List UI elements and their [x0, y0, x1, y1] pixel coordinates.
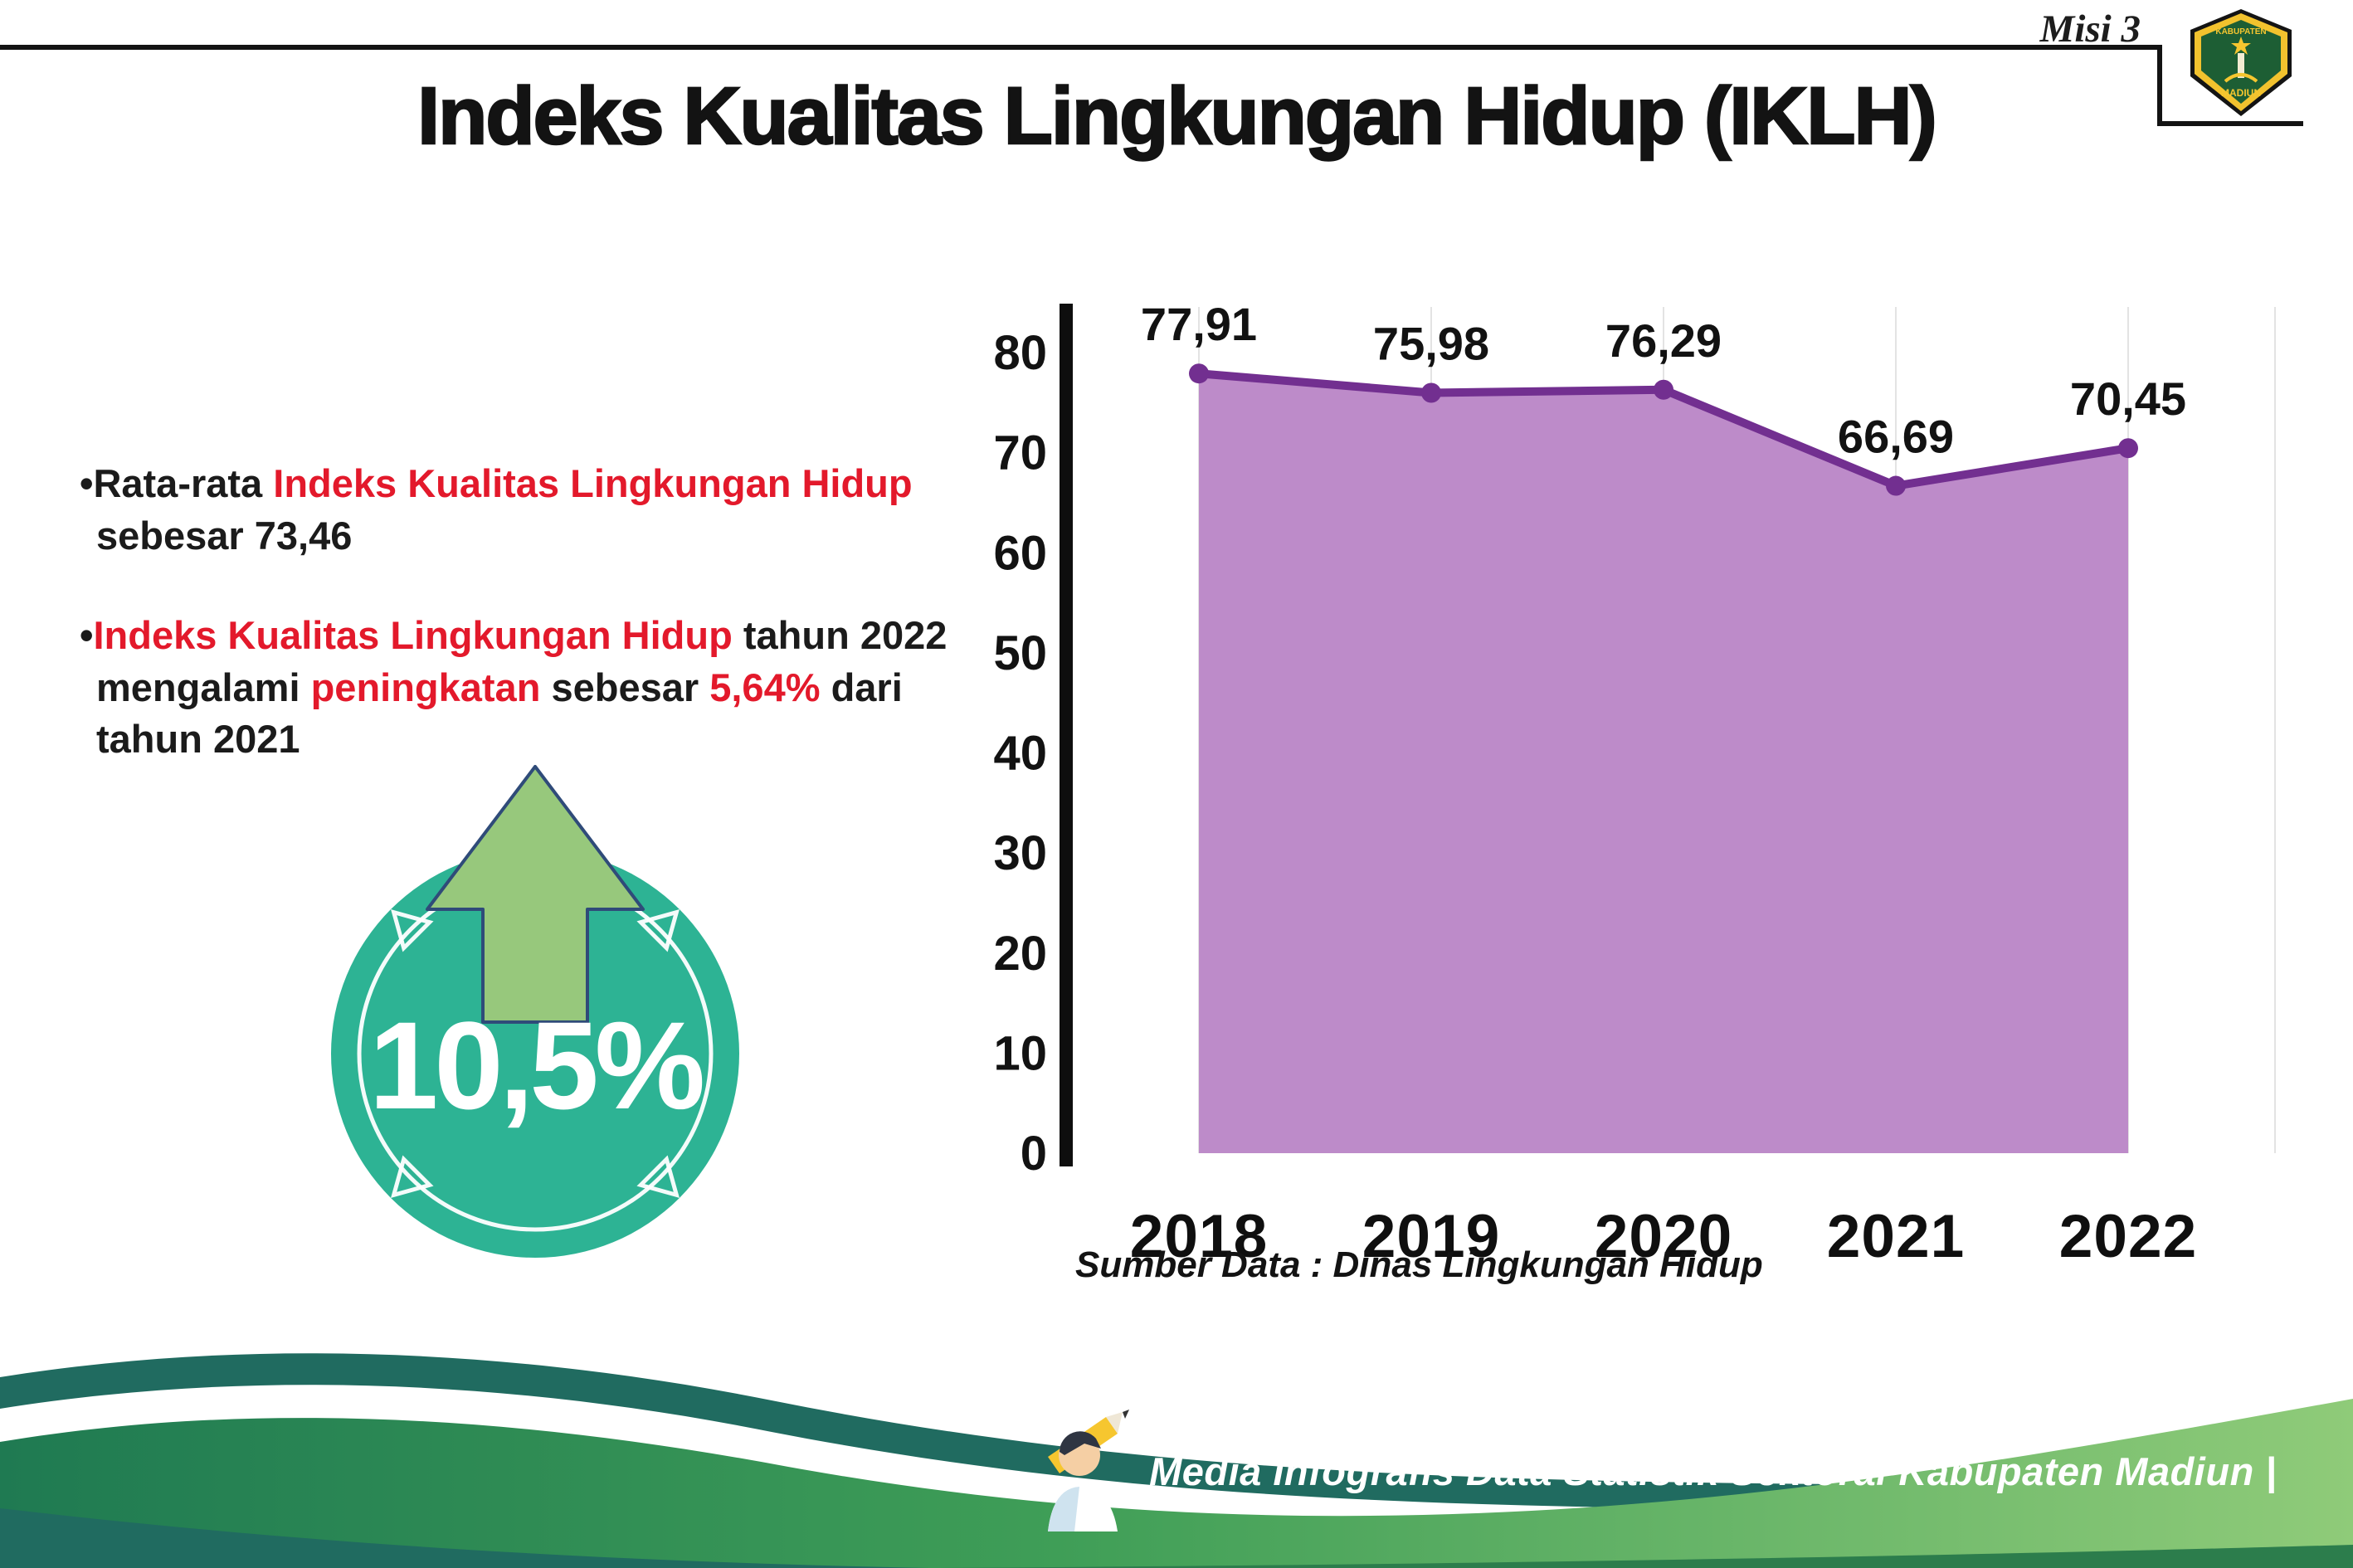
logo-top-text: KABUPATEN [2215, 27, 2266, 37]
data-point [1654, 379, 1673, 400]
footer-text: Media Infografis Data Statistik Sektoral… [1149, 1449, 2277, 1493]
increase-badge: 10,5% [331, 765, 739, 1258]
y-axis-line [1060, 304, 1073, 1166]
bullet-text-part: sebesar 73,46 [96, 513, 353, 558]
misi-label: Misi 3 [2039, 7, 2141, 51]
value-label: 76,29 [1605, 314, 1722, 367]
logo-bottom-text: MADIUN [2221, 87, 2261, 99]
up-arrow-icon [426, 765, 645, 1024]
footer-wave-bottom-teal [0, 1508, 929, 1568]
x-axis-label: 2020 [1595, 1203, 1732, 1270]
iklh-area-chart: 0 10 20 30 40 50 60 70 80 77,91 75,98 76,29 66,69 70,… [993, 298, 2276, 1270]
badge-value: 10,5% [369, 996, 703, 1135]
bullet-text-part: Indeks Kualitas Lingkungan Hidup [273, 461, 913, 505]
value-label: 66,69 [1838, 411, 1954, 463]
bullet-text-part: peningkatan [310, 665, 541, 709]
bullet-text-part: •Rata-rata [80, 461, 274, 505]
data-point [2118, 438, 2138, 459]
bullet-text-part: 5,64% [709, 665, 821, 709]
badge-circle [331, 850, 739, 1258]
y-tick-label: 70 [993, 426, 1047, 480]
bullet-text-part: sebesar [540, 665, 710, 709]
footer-wave-bottom-green [929, 1545, 2353, 1568]
bullet-2: •Indeks Kualitas Lingkungan Hidup tahun … [80, 610, 949, 766]
data-point [1189, 363, 1209, 384]
area-fill [1199, 373, 2128, 1153]
bullet-text-part: Indeks Kualitas Lingkungan Hidup [93, 613, 733, 657]
y-tick-label: 30 [993, 826, 1047, 880]
logo-star-icon [2231, 37, 2251, 55]
value-label: 75,98 [1373, 317, 1489, 369]
x-axis-label: 2019 [1362, 1203, 1500, 1270]
x-axis-label: 2018 [1130, 1203, 1268, 1270]
y-tick-label: 40 [993, 727, 1047, 781]
bullet-text-part: tahun 2022 mengalami [96, 613, 948, 709]
footer-waves [0, 1353, 2353, 1568]
summary-bullets: •Rata-rata Indeks Kualitas Lingkungan Hi… [80, 458, 949, 766]
y-tick-label: 50 [993, 626, 1047, 680]
y-tick-label: 0 [1021, 1127, 1047, 1181]
logo-bracket-vertical [2157, 45, 2162, 126]
logo-bracket-horizontal [2157, 121, 2303, 126]
badge-ring-triangles [391, 909, 680, 1198]
data-point [1421, 382, 1441, 403]
mascot-icon [1048, 1410, 1130, 1531]
y-tick-label: 80 [993, 326, 1047, 380]
bullet-text-part: dari tahun 2021 [96, 665, 903, 762]
bullet-1: •Rata-rata Indeks Kualitas Lingkungan Hi… [80, 458, 949, 562]
y-tick-label: 10 [993, 1026, 1047, 1080]
data-source-caption: Sumber Data : Dinas Lingkungan Hidup [1075, 1244, 1763, 1285]
y-tick-label: 20 [993, 927, 1047, 981]
page-title: Indeks Kualitas Lingkungan Hidup (IKLH) [417, 70, 1938, 163]
footer-wave-green [0, 1399, 2353, 1568]
x-axis-label: 2022 [2059, 1203, 2197, 1270]
kabupaten-madiun-logo-icon: KABUPATEN MADIUN [2190, 9, 2292, 116]
footer-credit: Media Infografis Data Statistik Sektoral… [1036, 1409, 2277, 1533]
value-label: 77,91 [1141, 298, 1257, 350]
top-divider-line [0, 45, 2157, 50]
bullet-text-part: • [80, 613, 94, 657]
data-point [1886, 475, 1906, 496]
x-axis-label: 2021 [1827, 1203, 1965, 1270]
y-tick-label: 60 [993, 526, 1047, 580]
value-label: 70,45 [2070, 373, 2186, 425]
logo-monument-icon [2238, 53, 2244, 78]
